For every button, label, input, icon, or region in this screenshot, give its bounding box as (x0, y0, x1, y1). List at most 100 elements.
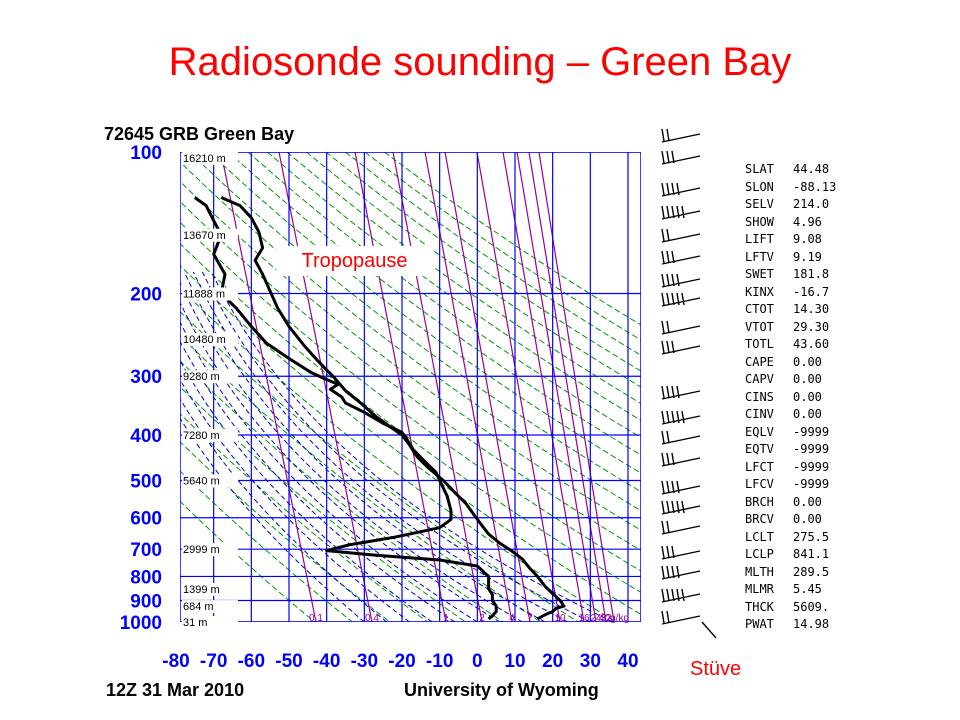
temperature-tick-label: -30 (351, 651, 378, 672)
mixing-ratio-line (516, 152, 597, 622)
height-label-bg (182, 600, 238, 614)
wind-barb-flag (681, 500, 685, 514)
height-label: 10480 m (183, 334, 226, 346)
dry-adiabat (180, 335, 542, 622)
sounding-date: 12Z 31 Mar 2010 (106, 680, 244, 700)
mixing-ratio-label: 0.4 (365, 613, 379, 624)
mixing-ratio-label: 2 (479, 613, 485, 624)
wind-barb-flag (671, 292, 675, 306)
pressure-tick-label: 100 (130, 143, 162, 164)
dry-adiabat (247, 152, 641, 439)
dewpoint-trace (193, 196, 498, 621)
wind-barb-flag (666, 385, 670, 399)
stability-index-name: MLTH (745, 564, 774, 579)
stability-index-row: PWAT 14.98 (745, 617, 829, 631)
wind-barb-flag (666, 292, 670, 306)
wind-barb-flag (676, 500, 680, 514)
height-label-bg (182, 333, 238, 347)
wind-barb-flag (676, 410, 680, 424)
height-label: 5640 m (183, 476, 220, 488)
wind-barb-flag (661, 320, 665, 334)
stability-index-row: CINV 0.00 (745, 407, 822, 421)
wind-barb-flag (676, 588, 680, 602)
chart-grid (180, 152, 641, 622)
stability-index-value: -9999 (793, 424, 830, 439)
mixing-ratio-label: 32 (600, 613, 612, 624)
stability-index-value: 275.5 (793, 529, 830, 544)
wind-barb-flag (676, 292, 680, 306)
mixing-ratio-label: 16 (578, 613, 590, 624)
stability-index-row: EQLV -9999 (745, 425, 829, 439)
dry-adiabat (180, 242, 641, 593)
stability-index-value: 0.00 (793, 389, 822, 404)
stability-index-name: CAPE (745, 354, 774, 369)
pressure-tick-label: 300 (130, 367, 162, 388)
stability-index-name: LFCV (745, 477, 774, 491)
moist-adiabat (180, 397, 388, 622)
moist-adiabat (180, 320, 478, 622)
wind-barb-flag (681, 292, 685, 306)
stability-index-row: LFTV 9.19 (745, 250, 822, 264)
wind-barb-flag (676, 182, 680, 196)
stability-index-row: SWET 181.8 (745, 267, 829, 281)
station-header: 72645 GRB Green Bay (104, 124, 294, 144)
dry-adiabat (180, 310, 579, 622)
wind-barb-flag (666, 228, 670, 242)
mixing-ratio-line (444, 152, 531, 622)
stability-index-row: CINS 0.00 (745, 390, 822, 404)
height-label-bg (182, 370, 238, 384)
wind-barb-flag (671, 545, 675, 559)
wind-barb-flag (671, 340, 675, 354)
stability-index-value: 9.19 (793, 249, 822, 264)
height-label: 1399 m (183, 584, 220, 596)
height-label-bg (182, 287, 238, 301)
stability-index-value: 44.48 (793, 162, 830, 176)
dry-adiabat (344, 152, 641, 356)
wind-barb-flag (661, 292, 665, 306)
stability-index-row: KINX -16.7 (745, 285, 829, 299)
stability-index-name: PWAT (745, 617, 774, 631)
stability-index-row: LFCT -9999 (745, 460, 829, 474)
wind-barb-flag (666, 128, 670, 142)
stability-index-row: SELV 214.0 (745, 197, 829, 211)
wind-barb-flag (671, 182, 675, 196)
height-label: 9280 m (183, 371, 220, 383)
stability-index-name: EQLV (745, 424, 774, 439)
stability-index-row: SLAT 44.48 (745, 162, 829, 176)
pressure-tick-label: 1000 (120, 613, 162, 634)
stability-index-row: EQTV -9999 (745, 442, 829, 456)
stability-index-value: 0.00 (793, 354, 822, 369)
stability-index-row: CTOT 14.30 (745, 302, 829, 316)
dry-adiabat (188, 152, 641, 493)
temperature-tick-label: 10 (504, 651, 525, 672)
dry-adiabat (305, 152, 641, 388)
stability-index-name: TOTL (745, 337, 774, 351)
pressure-tick-label: 600 (130, 509, 162, 530)
moist-adiabat (180, 281, 523, 622)
wind-barb-flag (666, 182, 670, 196)
mixing-ratio-label: 7 (527, 613, 533, 624)
wind-barb-flag (671, 150, 675, 164)
wind-barb-flag (671, 273, 675, 287)
stability-index-value: 5.45 (793, 582, 822, 596)
pressure-tick-label: 200 (130, 284, 162, 305)
temperature-tick-label: -40 (313, 651, 340, 672)
moist-adiabat (180, 340, 455, 622)
stability-index-value: 0.00 (793, 372, 822, 386)
stability-index-name: EQTV (745, 442, 774, 456)
stability-index-row: LIFT 9.08 (745, 232, 822, 246)
slide-title: Radiosonde sounding – Green Bay (168, 40, 792, 84)
wind-barb-flag (676, 385, 680, 399)
stability-index-row: SHOW 4.96 (745, 215, 822, 229)
stability-index-name: SLON (745, 179, 774, 194)
stability-index-name: BRCV (745, 512, 774, 526)
stability-index-value: 0.00 (793, 494, 822, 509)
wind-barb-flag (661, 128, 665, 142)
moist-adiabat (183, 271, 546, 622)
stability-index-name: BRCH (745, 494, 774, 509)
stability-index-value: -9999 (793, 459, 830, 474)
dry-adiabat (180, 500, 316, 622)
stability-index-name: SWET (745, 267, 774, 281)
temperature-tick-label: 20 (542, 651, 563, 672)
